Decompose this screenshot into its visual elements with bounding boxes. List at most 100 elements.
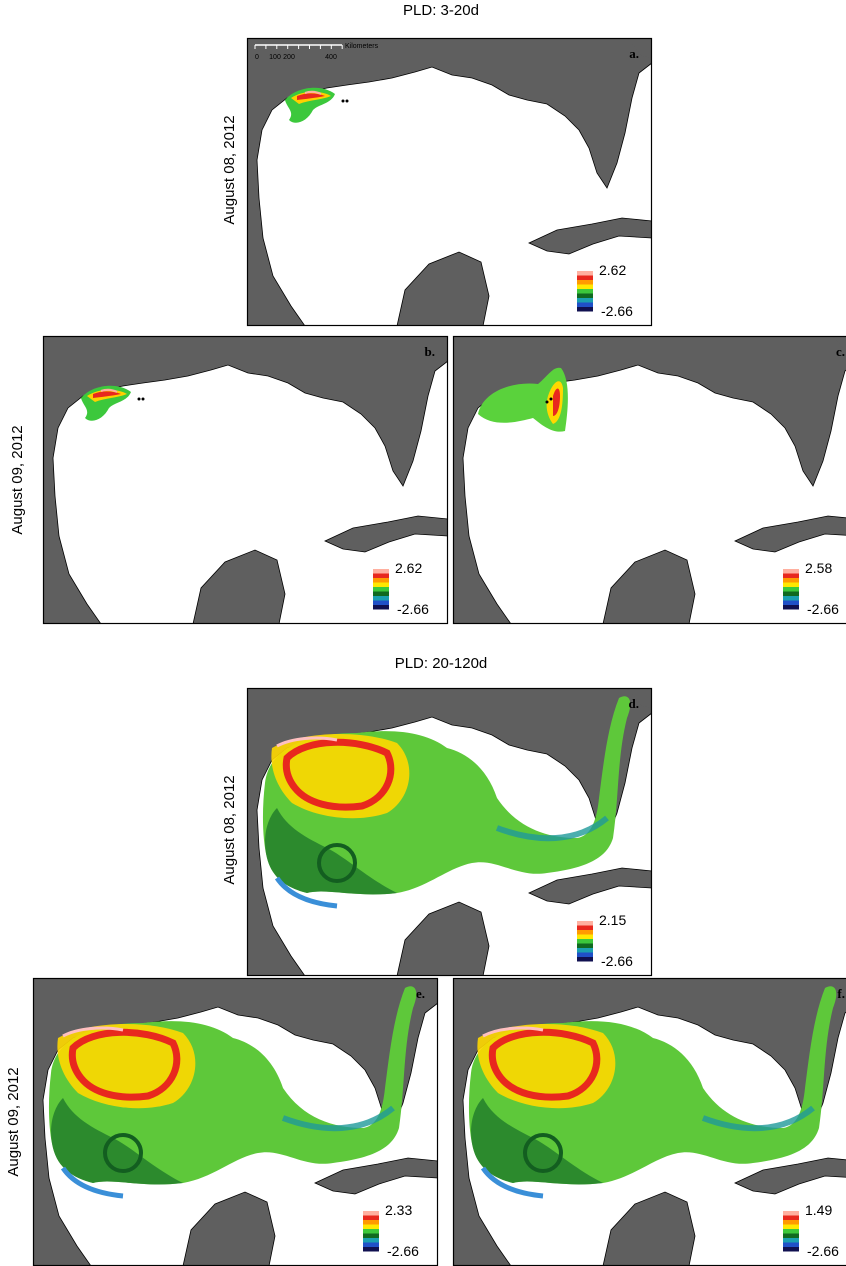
- legend-swatch: [577, 943, 593, 948]
- plume: [482, 1026, 544, 1038]
- legend-swatch: [373, 600, 389, 605]
- map-panel: c. 2.58 -2.66: [452, 335, 846, 625]
- plume: [480, 1166, 544, 1199]
- legend-swatch: [363, 1247, 379, 1252]
- plume: [495, 815, 609, 842]
- legend-swatch: [373, 596, 389, 601]
- legend-swatch: [783, 1211, 799, 1216]
- panel-letter: d.: [629, 696, 639, 711]
- plume: [274, 876, 338, 909]
- legend-swatch: [577, 307, 593, 312]
- plume: [553, 388, 560, 416]
- site: [141, 397, 145, 401]
- panel-letter: f.: [837, 986, 845, 1001]
- panel-border: [42, 335, 449, 625]
- legend-swatch: [577, 293, 593, 298]
- legend-swatch: [783, 578, 799, 583]
- plume: [265, 808, 397, 895]
- site: [545, 400, 549, 404]
- legend-swatch: [363, 1211, 379, 1216]
- plume: [523, 1133, 563, 1173]
- scale-label: 400: [325, 54, 337, 61]
- map-panel: e. 2.33 -2.66: [32, 977, 439, 1266]
- row-label: August 08, 2012: [221, 115, 238, 224]
- legend-swatch: [783, 582, 799, 587]
- legend-swatch: [783, 1233, 799, 1238]
- legend-swatch: [577, 934, 593, 939]
- plume: [62, 1026, 124, 1038]
- site: [345, 99, 349, 103]
- legend-swatch: [577, 302, 593, 307]
- legend-swatch: [783, 1224, 799, 1229]
- plume: [297, 93, 325, 100]
- plume: [701, 1105, 815, 1132]
- legend-swatch: [577, 939, 593, 944]
- map-panel: b. 2.62 -2.66: [42, 335, 449, 625]
- panel-letter: a.: [629, 46, 639, 61]
- panel-letter: e.: [416, 986, 425, 1001]
- scale-label: 200: [283, 54, 295, 61]
- legend-swatch: [783, 596, 799, 601]
- legend-swatch: [363, 1238, 379, 1243]
- plume: [51, 1098, 183, 1185]
- plume: [103, 1133, 143, 1173]
- section-title: PLD: 20-120d: [395, 655, 488, 672]
- legend-swatch: [577, 957, 593, 962]
- legend-swatch: [577, 280, 593, 285]
- legend-min: -2.66: [397, 601, 429, 617]
- legend-swatch: [577, 952, 593, 957]
- plume: [93, 391, 121, 398]
- legend-swatch: [577, 925, 593, 930]
- legend-min: -2.66: [807, 601, 839, 617]
- legend-max: 2.62: [395, 560, 422, 576]
- plume: [282, 738, 395, 811]
- legend-swatch: [577, 921, 593, 926]
- legend-swatch: [577, 284, 593, 289]
- legend-swatch: [783, 1242, 799, 1247]
- section-title: PLD: 3-20d: [403, 2, 479, 19]
- site: [549, 397, 553, 401]
- legend-max: 1.49: [805, 1202, 832, 1218]
- row-label: August 09, 2012: [5, 1067, 22, 1176]
- legend-swatch: [577, 930, 593, 935]
- legend-swatch: [363, 1229, 379, 1234]
- legend-max: 2.62: [599, 262, 626, 278]
- legend-swatch: [783, 600, 799, 605]
- site: [341, 99, 345, 103]
- plume: [100, 388, 118, 393]
- plume: [478, 367, 568, 432]
- legend-swatch: [783, 1247, 799, 1252]
- plume: [276, 736, 338, 748]
- legend-swatch: [363, 1224, 379, 1229]
- plume: [488, 1028, 601, 1101]
- scale-label: 100: [269, 54, 281, 61]
- plume: [471, 1098, 603, 1185]
- legend-max: 2.33: [385, 1202, 412, 1218]
- plume: [304, 90, 322, 95]
- row-label: August 09, 2012: [9, 425, 26, 534]
- site: [137, 397, 141, 401]
- map-panel: d. 2.15 -2.66: [246, 687, 653, 977]
- plume: [68, 1028, 181, 1101]
- legend-swatch: [373, 569, 389, 574]
- legend-swatch: [783, 1229, 799, 1234]
- scale-unit: Kilometers: [345, 43, 379, 50]
- legend-swatch: [577, 275, 593, 280]
- legend-swatch: [363, 1233, 379, 1238]
- legend-swatch: [363, 1220, 379, 1225]
- legend-swatch: [783, 569, 799, 574]
- legend-swatch: [373, 578, 389, 583]
- legend-swatch: [577, 289, 593, 294]
- legend-swatch: [783, 1220, 799, 1225]
- legend-swatch: [373, 591, 389, 596]
- legend-swatch: [577, 271, 593, 276]
- scale-label: 0: [255, 54, 259, 61]
- plume: [281, 1105, 395, 1132]
- panel-border: [246, 687, 653, 977]
- legend-swatch: [783, 573, 799, 578]
- legend-min: -2.66: [807, 1243, 839, 1259]
- legend-swatch: [783, 605, 799, 610]
- legend-min: -2.66: [601, 303, 633, 319]
- legend-swatch: [783, 1215, 799, 1220]
